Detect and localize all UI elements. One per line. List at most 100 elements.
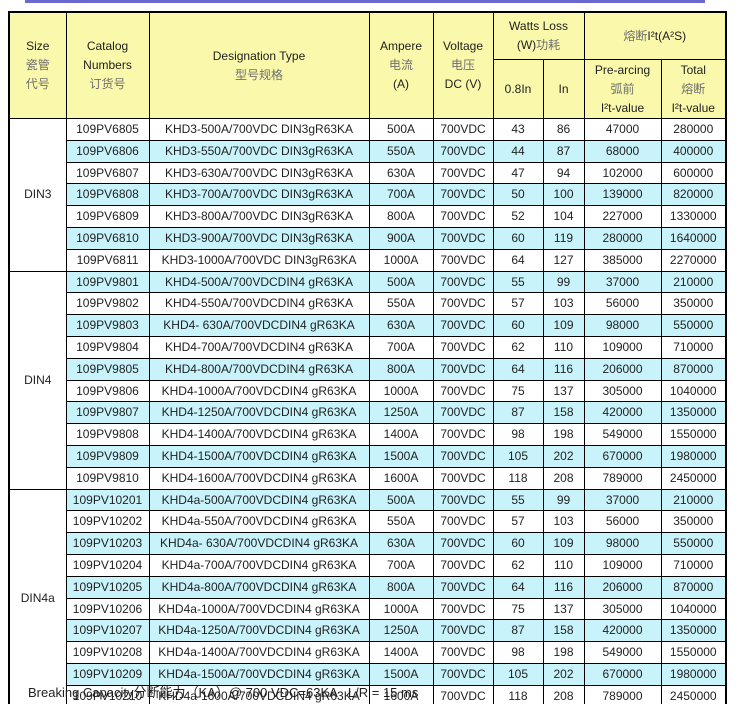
header-catalog-en1: Catalog bbox=[86, 39, 129, 53]
top-accent-bar bbox=[25, 0, 705, 3]
designation-cell: KHD4-1400A/700VDCDIN4 gR63KA bbox=[148, 423, 370, 446]
catalog-number-cell: 109PV9808 bbox=[65, 423, 150, 446]
watts-08in-cell: 87 bbox=[492, 401, 544, 425]
total-i2t-cell: 2450000 bbox=[660, 466, 727, 490]
watts-in-cell: 100 bbox=[542, 183, 585, 207]
total-i2t-cell: 2270000 bbox=[660, 248, 727, 272]
voltage-cell: 700VDC bbox=[432, 314, 494, 337]
designation-cell: KHD4a-500A/700VDCDIN4 gR63KA bbox=[148, 488, 370, 512]
header-size-cn: 瓷管 bbox=[25, 58, 50, 72]
voltage-cell: 700VDC bbox=[432, 662, 494, 686]
watts-08in-cell: 57 bbox=[492, 292, 544, 316]
table-row: 109PV9810 KHD4-1600A/700VDCDIN4 gR63KA 160… bbox=[9, 466, 727, 490]
ampere-cell: 1250A bbox=[368, 401, 434, 425]
voltage-cell: 700VDC bbox=[432, 379, 494, 403]
footer-note: Breaking Capacity分断能力（KA）@ 700 VDC=63KA … bbox=[28, 685, 419, 700]
voltage-cell: 700VDC bbox=[432, 597, 494, 621]
prearcing-i2t-cell: 206000 bbox=[583, 357, 662, 381]
watts-08in-cell: 55 bbox=[492, 488, 544, 512]
table-header: Size 瓷管 代号 Catalog Numbers 订货号 Designati… bbox=[8, 11, 727, 119]
designation-cell: KHD4a-1500A/700VDCDIN4 gR63KA bbox=[148, 662, 370, 686]
watts-in-cell: 158 bbox=[542, 619, 585, 643]
table-row: 109PV10210 KHD4a-1600A/700VDCDIN4 gR63KA 1… bbox=[9, 684, 727, 704]
header-size: Size 瓷管 代号 bbox=[8, 11, 67, 119]
watts-in-cell: 137 bbox=[542, 379, 585, 403]
designation-cell: KHD3-630A/700VDC DIN3gR63KA bbox=[148, 161, 370, 185]
voltage-cell: 700VDC bbox=[432, 248, 494, 272]
designation-cell: KHD4a-700A/700VDCDIN4 gR63KA bbox=[148, 553, 370, 577]
table-row: 109PV10204 KHD4a-700A/700VDCDIN4 gR63KA 70… bbox=[9, 553, 727, 577]
watts-in-cell: 110 bbox=[542, 335, 585, 359]
header-catalog-cn: 订货号 bbox=[89, 77, 126, 91]
prearcing-i2t-cell: 305000 bbox=[583, 597, 662, 621]
watts-08in-cell: 57 bbox=[492, 510, 544, 534]
prearcing-i2t-cell: 109000 bbox=[583, 553, 662, 577]
header-size-cn2: 代号 bbox=[25, 77, 50, 91]
catalog-number-cell: 109PV9801 bbox=[65, 270, 150, 294]
catalog-number-cell: 109PV9804 bbox=[65, 335, 150, 359]
designation-cell: KHD3-700A/700VDC DIN3gR63KA bbox=[148, 183, 370, 207]
table-row: 109PV9806 KHD4-1000A/700VDCDIN4 gR63KA 100… bbox=[9, 379, 727, 403]
catalog-number-cell: 109PV6806 bbox=[65, 139, 150, 163]
total-i2t-cell: 210000 bbox=[660, 270, 727, 294]
designation-cell: KHD4-1600A/700VDCDIN4 gR63KA bbox=[148, 466, 370, 490]
table-row: 109PV6807 KHD3-630A/700VDC DIN3gR63KA 630A… bbox=[9, 161, 727, 185]
header-watts-in-label: In bbox=[558, 81, 569, 96]
voltage-cell: 700VDC bbox=[432, 684, 494, 704]
size-group-label: DIN4a bbox=[8, 488, 67, 704]
header-catalog: Catalog Numbers 订货号 bbox=[65, 11, 150, 119]
voltage-cell: 700VDC bbox=[432, 619, 494, 643]
table-row: 109PV9809 KHD4-1500A/700VDCDIN4 gR63KA 150… bbox=[9, 444, 727, 468]
ampere-cell: 1400A bbox=[368, 423, 434, 446]
header-watts-cn: 功耗 bbox=[536, 38, 561, 52]
header-row-2: 0.8In In Pre-arcing 弧前 I²t-value Total 熔… bbox=[9, 59, 727, 119]
watts-in-cell: 116 bbox=[542, 575, 585, 599]
table-row: 109PV9805 KHD4-800A/700VDCDIN4 gR63KA 800A… bbox=[9, 357, 727, 381]
ampere-cell: 1400A bbox=[368, 641, 434, 664]
watts-08in-cell: 64 bbox=[492, 575, 544, 599]
watts-08in-cell: 87 bbox=[492, 619, 544, 643]
table-row: 109PV9807 KHD4-1250A/700VDCDIN4 gR63KA 125… bbox=[9, 401, 727, 425]
total-i2t-cell: 1330000 bbox=[660, 205, 727, 228]
voltage-cell: 700VDC bbox=[432, 226, 494, 250]
prearcing-i2t-cell: 37000 bbox=[583, 270, 662, 294]
watts-in-cell: 208 bbox=[542, 684, 585, 704]
watts-08in-cell: 50 bbox=[492, 183, 544, 207]
total-i2t-cell: 1040000 bbox=[660, 379, 727, 403]
header-i2t-cn: 熔断 bbox=[623, 28, 648, 43]
table-row: 109PV9803 KHD4- 630A/700VDCDIN4 gR63KA 630… bbox=[9, 314, 727, 337]
designation-cell: KHD4a-1250A/700VDCDIN4 gR63KA bbox=[148, 619, 370, 643]
total-i2t-cell: 600000 bbox=[660, 161, 727, 185]
header-ampere-en: Ampere bbox=[379, 39, 423, 53]
prearcing-i2t-cell: 670000 bbox=[583, 444, 662, 468]
ampere-cell: 500A bbox=[368, 488, 434, 512]
watts-in-cell: 158 bbox=[542, 401, 585, 425]
voltage-cell: 700VDC bbox=[432, 532, 494, 555]
table-row: 109PV6808 KHD3-700A/700VDC DIN3gR63KA 700A… bbox=[9, 183, 727, 207]
watts-08in-cell: 47 bbox=[492, 161, 544, 185]
header-designation-cn: 型号规格 bbox=[234, 67, 283, 82]
table-row: DIN3 109PV6805 KHD3-500A/700VDC DIN3gR63KA… bbox=[8, 118, 727, 272]
prearcing-i2t-cell: 549000 bbox=[583, 423, 662, 446]
ampere-cell: 550A bbox=[368, 510, 434, 534]
designation-cell: KHD4-700A/700VDCDIN4 gR63KA bbox=[148, 335, 370, 359]
voltage-cell: 700VDC bbox=[432, 575, 494, 599]
ampere-cell: 550A bbox=[368, 139, 434, 163]
prearcing-i2t-cell: 206000 bbox=[583, 575, 662, 599]
catalog-number-cell: 109PV9805 bbox=[65, 357, 150, 381]
header-total-cn: 熔断 bbox=[681, 81, 706, 96]
header-voltage-en: Voltage bbox=[442, 39, 484, 53]
designation-cell: KHD3-800A/700VDC DIN3gR63KA bbox=[148, 205, 370, 228]
catalog-number-cell: 109PV9803 bbox=[65, 314, 150, 337]
designation-cell: KHD4- 630A/700VDCDIN4 gR63KA bbox=[148, 314, 370, 337]
ampere-cell: 800A bbox=[368, 205, 434, 228]
total-i2t-cell: 350000 bbox=[660, 292, 727, 316]
voltage-cell: 700VDC bbox=[432, 423, 494, 446]
table-row: 109PV9808 KHD4-1400A/700VDCDIN4 gR63KA 140… bbox=[9, 423, 727, 446]
watts-08in-cell: 60 bbox=[492, 532, 544, 555]
watts-in-cell: 103 bbox=[542, 292, 585, 316]
ampere-cell: 1250A bbox=[368, 619, 434, 643]
table-row: 109PV10205 KHD4a-800A/700VDCDIN4 gR63KA 80… bbox=[9, 575, 727, 599]
voltage-cell: 700VDC bbox=[432, 553, 494, 577]
total-i2t-cell: 1350000 bbox=[660, 619, 727, 643]
